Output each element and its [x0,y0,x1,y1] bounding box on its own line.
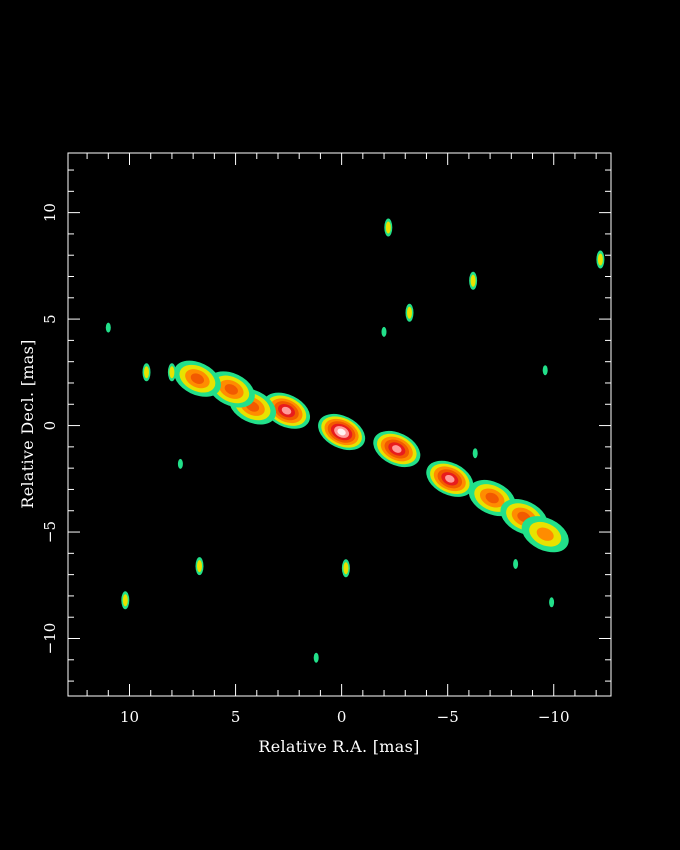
emission-layer [105,218,605,663]
y-tick-label: −10 [41,623,59,655]
isolated-spot [513,559,519,569]
axis-ticks [68,153,611,696]
tick-labels: 10 5 0 −5 −10 10 5 0 −5 −10 [41,203,570,726]
jet-component-west-2 [426,460,474,497]
isolated-spot [177,458,183,469]
jet-component-west-tip [521,516,569,553]
x-tick-label: 10 [120,708,139,726]
jet-component-east-inner [262,392,311,429]
isolated-spot [121,591,130,610]
isolated-spot [105,322,111,333]
jet-component-east-outer [173,360,221,397]
isolated-spot [384,218,393,237]
isolated-spot [167,363,176,382]
y-tick-label: 10 [41,203,59,222]
x-tick-label: 0 [337,708,347,726]
x-tick-label: −10 [538,708,570,726]
y-tick-label: −5 [41,521,59,543]
isolated-spot [542,365,548,376]
y-tick-label: 5 [41,314,59,324]
jet-component-core [318,413,366,451]
isolated-spot [195,557,204,576]
y-tick-label: 0 [41,421,59,431]
isolated-spot [596,250,605,269]
x-tick-label: 5 [231,708,241,726]
isolated-spot [472,448,478,459]
plot-frame [67,152,612,697]
isolated-spot [341,559,350,578]
isolated-spot [405,303,414,322]
jet-component-west-1 [373,430,421,468]
y-axis-title: Relative Decl. [mas] [18,339,37,508]
isolated-spot [313,652,319,663]
x-tick-label: −5 [437,708,459,726]
isolated-spot [381,326,387,337]
isolated-spot [469,271,478,290]
jet-component-east-knot [207,371,255,408]
isolated-spot [549,597,555,608]
x-axis-title: Relative R.A. [mas] [258,737,419,756]
isolated-spot [142,363,151,382]
